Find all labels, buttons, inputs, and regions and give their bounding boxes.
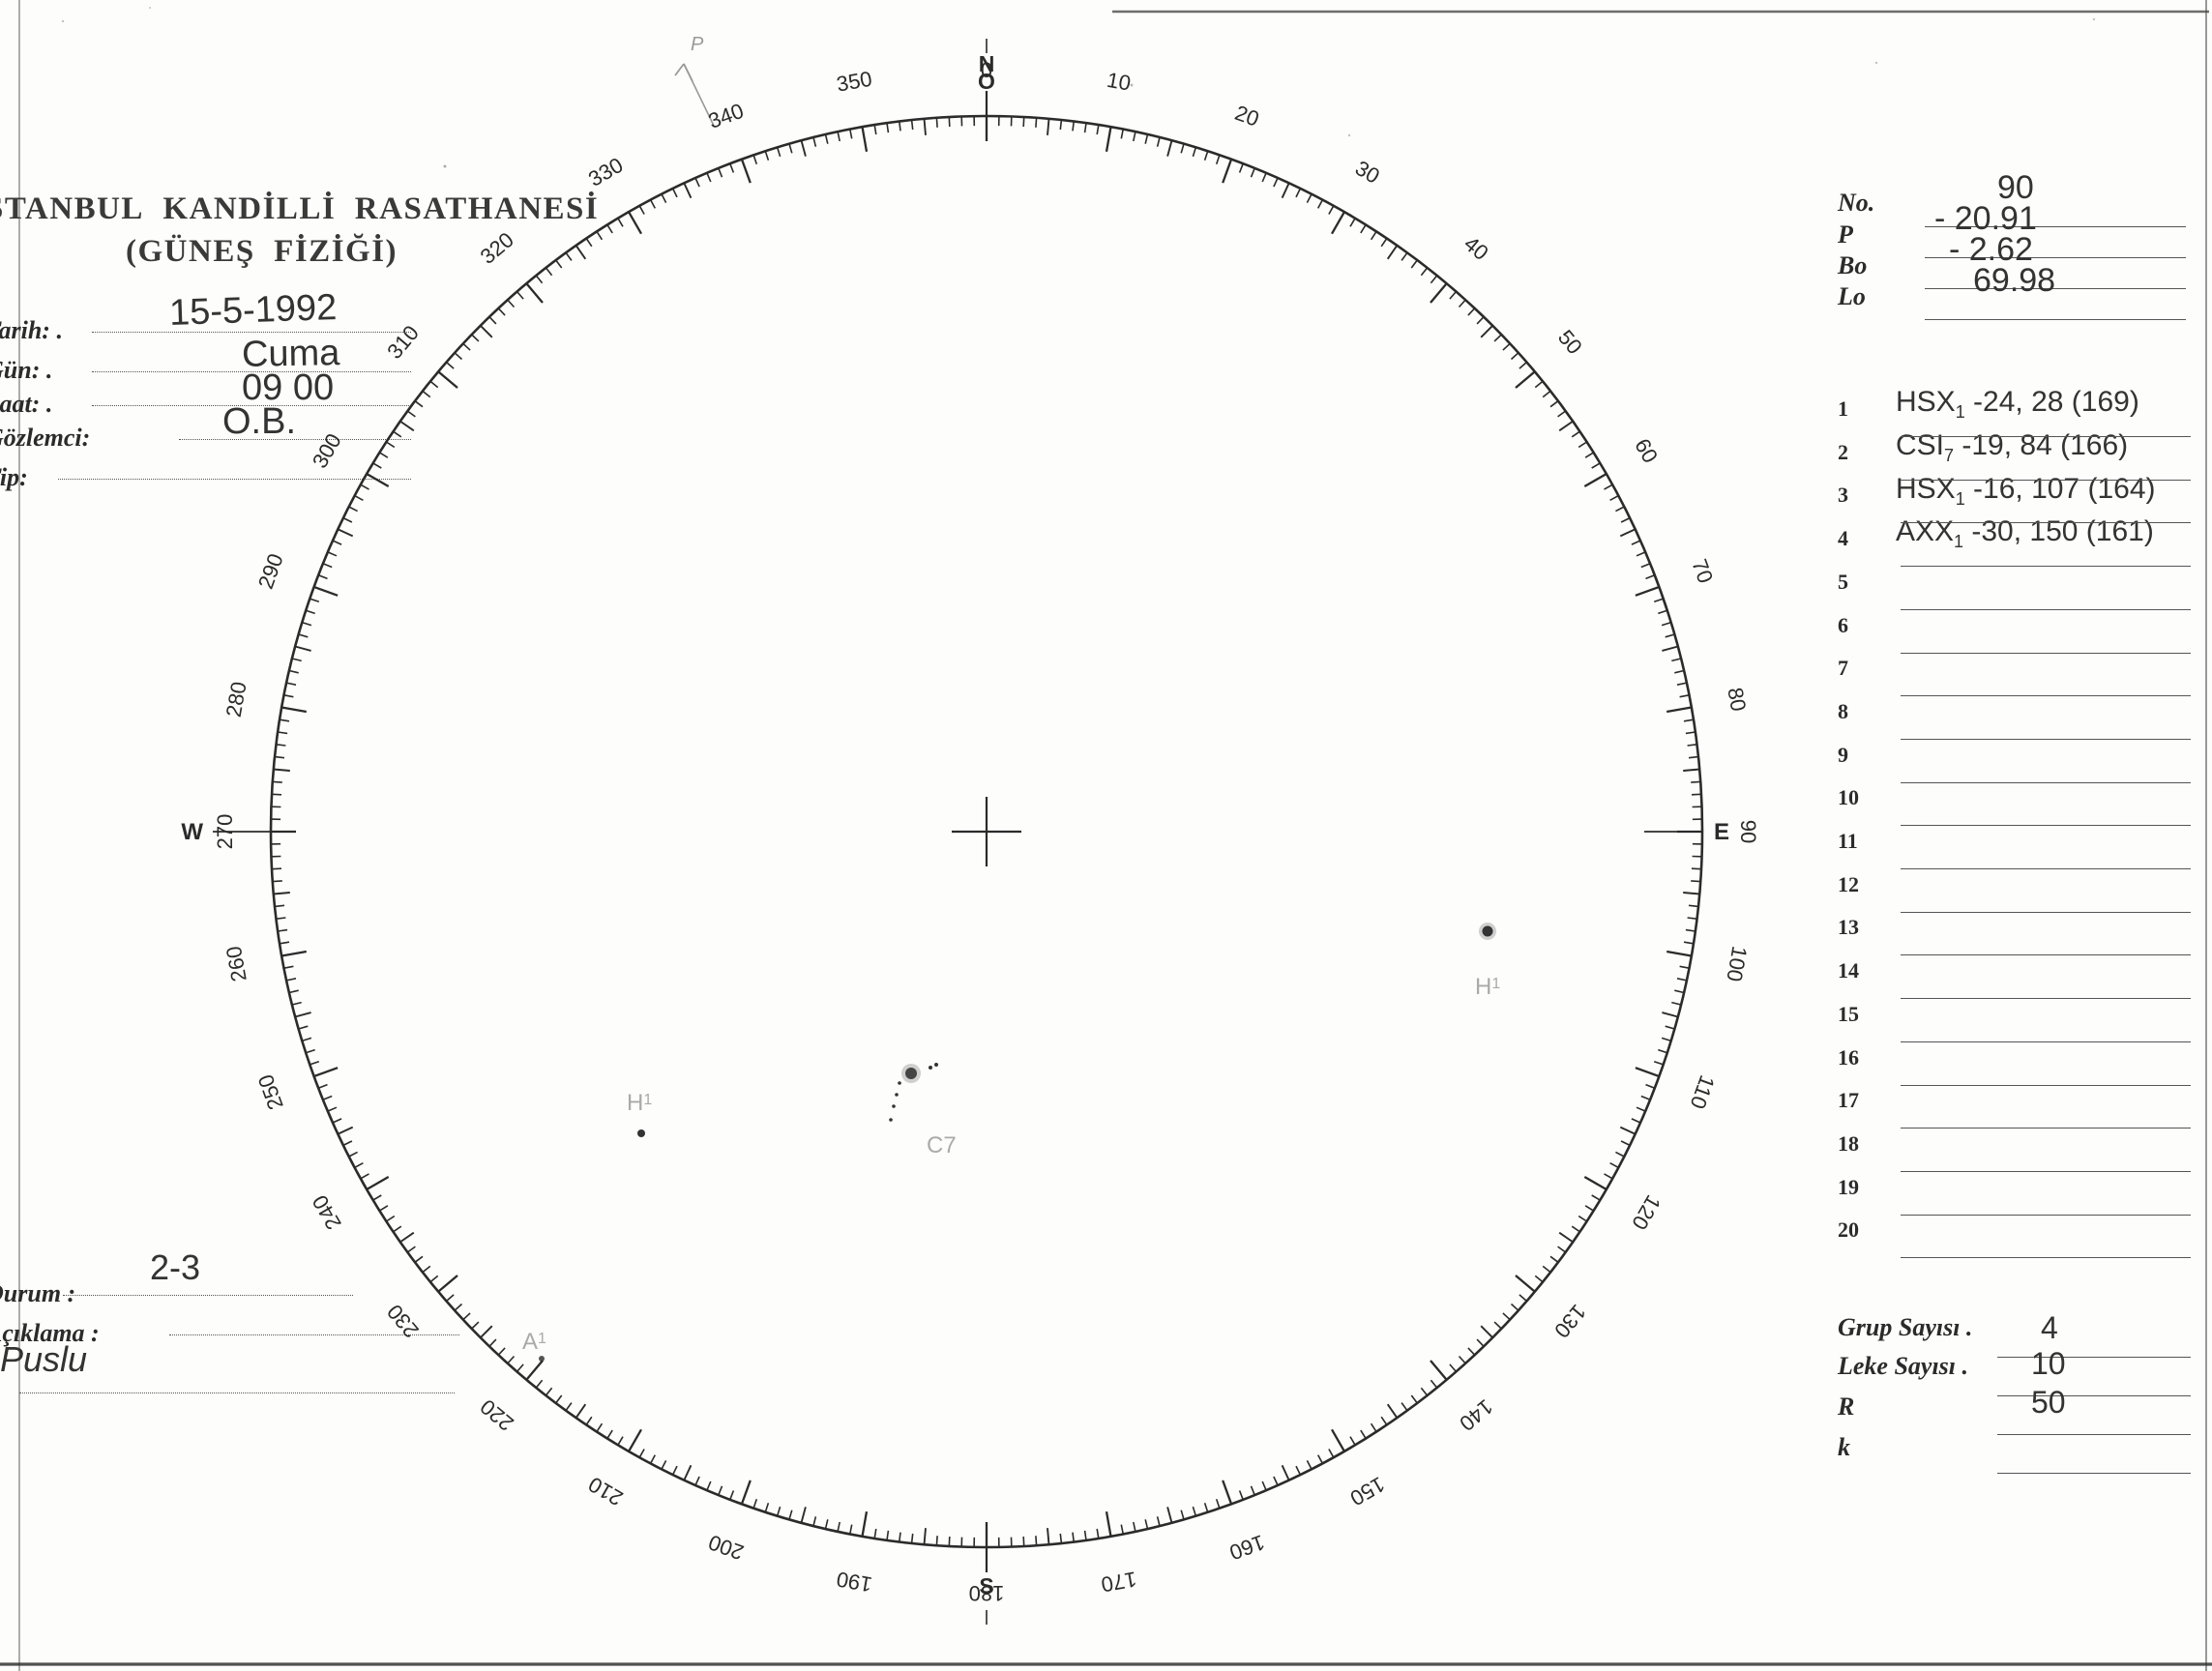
svg-text:70: 70 bbox=[1687, 556, 1718, 587]
svg-text:80: 80 bbox=[1723, 686, 1751, 713]
svg-text:O: O bbox=[978, 69, 995, 94]
svg-text:E: E bbox=[1714, 819, 1729, 845]
svg-text:120: 120 bbox=[1627, 1191, 1666, 1234]
svg-text:130: 130 bbox=[1549, 1300, 1591, 1342]
svg-text:250: 250 bbox=[253, 1071, 288, 1113]
svg-text:10: 10 bbox=[1106, 68, 1133, 96]
svg-text:260: 260 bbox=[221, 945, 251, 984]
svg-text:280: 280 bbox=[221, 680, 251, 719]
svg-text:220: 220 bbox=[476, 1394, 518, 1436]
svg-text:140: 140 bbox=[1455, 1394, 1497, 1436]
svg-text:50: 50 bbox=[1553, 325, 1587, 359]
svg-text:150: 150 bbox=[1346, 1472, 1389, 1510]
svg-text:300: 300 bbox=[308, 429, 346, 472]
svg-text:310: 310 bbox=[382, 321, 424, 364]
svg-text:90: 90 bbox=[1736, 820, 1760, 843]
svg-text:W: W bbox=[181, 819, 203, 845]
svg-text:230: 230 bbox=[382, 1300, 424, 1342]
svg-text:330: 330 bbox=[584, 153, 627, 191]
svg-text:170: 170 bbox=[1100, 1567, 1139, 1597]
svg-text:40: 40 bbox=[1460, 231, 1493, 265]
svg-text:210: 210 bbox=[584, 1472, 627, 1510]
svg-text:190: 190 bbox=[835, 1567, 874, 1597]
svg-text:160: 160 bbox=[1226, 1530, 1268, 1565]
svg-text:30: 30 bbox=[1351, 156, 1384, 189]
svg-text:60: 60 bbox=[1630, 434, 1663, 467]
svg-text:100: 100 bbox=[1722, 945, 1752, 984]
svg-text:200: 200 bbox=[705, 1530, 747, 1565]
svg-text:350: 350 bbox=[835, 67, 874, 97]
svg-text:20: 20 bbox=[1232, 101, 1263, 132]
svg-text:340: 340 bbox=[705, 99, 747, 133]
svg-text:320: 320 bbox=[476, 227, 518, 269]
svg-text:290: 290 bbox=[253, 550, 288, 592]
svg-text:110: 110 bbox=[1685, 1072, 1719, 1113]
svg-text:240: 240 bbox=[308, 1191, 346, 1234]
svg-text:S: S bbox=[979, 1573, 993, 1598]
